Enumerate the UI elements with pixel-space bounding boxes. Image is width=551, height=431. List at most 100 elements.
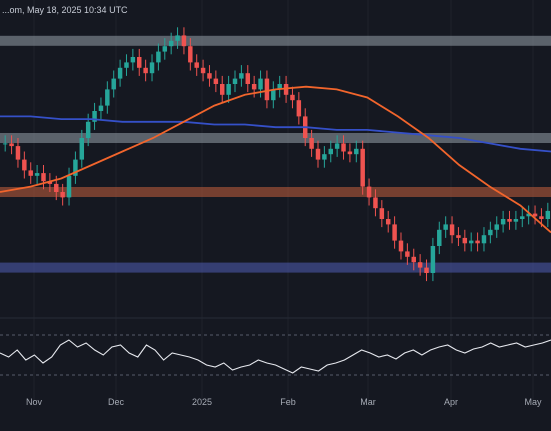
candle-body	[328, 148, 333, 155]
candle-body	[500, 219, 506, 225]
x-tick-label: Apr	[444, 397, 458, 407]
ma-blue-line	[0, 115, 551, 153]
candle-body	[73, 159, 78, 176]
candle-body	[481, 235, 487, 244]
candle-body	[507, 219, 512, 222]
candle-body	[360, 148, 365, 187]
candle-body	[271, 89, 276, 101]
zones-layer	[0, 35, 551, 273]
candle-body	[462, 237, 468, 244]
candle-body	[47, 181, 53, 184]
candle-body	[92, 111, 97, 122]
candle-body	[366, 186, 372, 198]
header-source-text: ...om, May 18, 2025 10:34 UTC	[2, 5, 128, 15]
candle-body	[373, 197, 378, 209]
candle-body	[385, 219, 391, 225]
x-tick-label: Dec	[108, 397, 125, 407]
candle-body	[143, 67, 148, 74]
rsi-panel	[0, 334, 551, 376]
candle-body	[2, 143, 8, 145]
candle-body	[207, 73, 212, 79]
rsi-line	[0, 339, 551, 374]
mid-gray-zone	[0, 133, 551, 143]
candle-body	[347, 151, 353, 155]
candle-body	[124, 62, 129, 68]
candle-body	[475, 240, 480, 244]
candles-layer	[2, 27, 551, 282]
candle-body	[130, 57, 136, 63]
candle-body	[149, 62, 155, 74]
candle-body	[15, 146, 21, 160]
candle-body	[111, 78, 116, 90]
candle-body	[309, 138, 314, 149]
candle-body	[392, 224, 397, 241]
candle-body	[194, 62, 199, 68]
candle-body	[520, 216, 525, 219]
candle-body	[239, 73, 244, 79]
candle-body	[156, 51, 161, 63]
candle-body	[526, 213, 531, 217]
candle-body	[175, 35, 180, 41]
candle-body	[322, 154, 327, 160]
x-tick-label: May	[524, 397, 542, 407]
candle-body	[200, 67, 206, 74]
x-tick-label: Mar	[360, 397, 376, 407]
candle-body	[532, 213, 538, 217]
x-tick-label: Feb	[280, 397, 296, 407]
candle-body	[105, 89, 110, 106]
candle-body	[341, 143, 346, 152]
candle-body	[220, 84, 225, 95]
candle-body	[334, 143, 340, 149]
candle-body	[168, 40, 174, 47]
candle-body	[430, 246, 436, 273]
candle-body	[424, 267, 429, 273]
candle-body	[488, 229, 493, 236]
x-tick-label: Nov	[26, 397, 43, 407]
candle-body	[137, 57, 142, 68]
candle-body	[494, 224, 499, 230]
candle-body	[437, 229, 442, 246]
candle-body	[251, 84, 257, 90]
candle-body	[443, 224, 448, 230]
candle-body	[315, 148, 321, 160]
candle-body	[354, 148, 359, 155]
candle-body	[9, 143, 14, 147]
blue-support-zone	[0, 262, 551, 273]
candle-body	[85, 121, 91, 138]
candle-body	[188, 46, 193, 63]
orange-support-zone	[0, 187, 551, 197]
x-axis: Nov Dec 2025 Feb Mar Apr May	[26, 397, 542, 407]
moving-averages-layer	[0, 85, 551, 234]
candle-body	[28, 170, 33, 176]
candle-body	[379, 208, 385, 219]
candle-body	[277, 84, 282, 90]
candle-body	[34, 173, 40, 176]
candle-body	[117, 67, 123, 79]
candle-body	[456, 235, 461, 238]
candle-body	[181, 35, 187, 47]
candle-body	[41, 173, 46, 182]
candle-body	[264, 78, 270, 101]
candle-body	[226, 84, 231, 95]
candle-body	[258, 78, 263, 90]
x-tick-label: 2025	[192, 397, 212, 407]
candle-body	[449, 224, 455, 236]
candle-body	[296, 100, 302, 117]
candle-body	[79, 138, 85, 160]
upper-resistance-zone	[0, 35, 551, 46]
candle-body	[213, 78, 219, 84]
candle-body	[162, 46, 168, 52]
candle-body	[66, 175, 72, 198]
candle-body	[283, 84, 289, 95]
candle-body	[417, 262, 423, 268]
candle-body	[539, 216, 544, 219]
candle-body	[98, 105, 104, 111]
candle-body	[545, 210, 551, 219]
ma-orange-line	[0, 85, 551, 234]
candle-body	[232, 78, 238, 84]
candle-body	[398, 240, 404, 252]
candle-body	[60, 192, 65, 198]
